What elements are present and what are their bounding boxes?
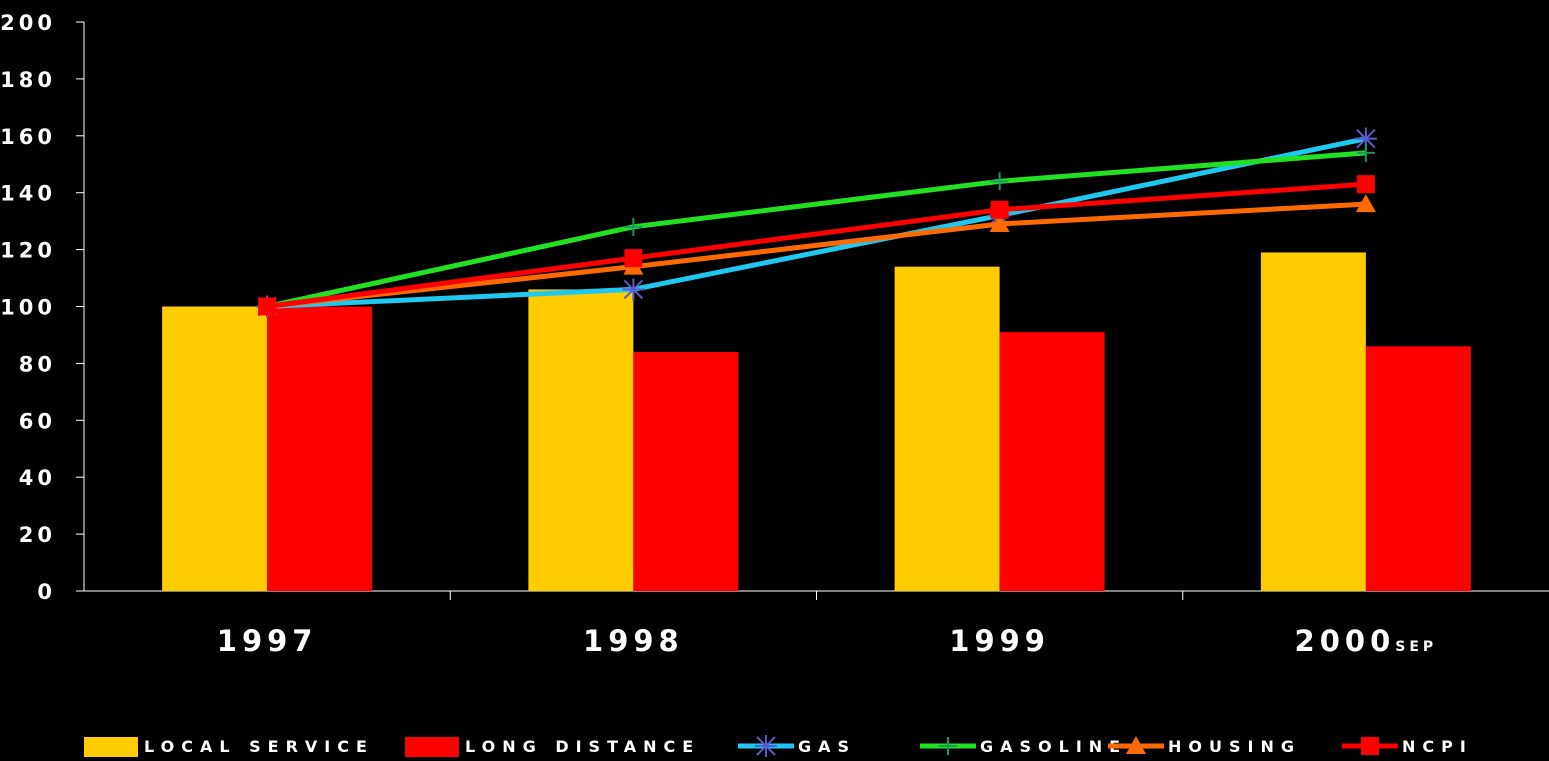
y-tick-label: 40 (19, 466, 56, 490)
y-tick-label: 100 (0, 296, 56, 320)
y-tick-label: 80 (19, 352, 56, 376)
legend-label: HOUSING (1168, 737, 1301, 756)
legend-item-housing: HOUSING (1108, 736, 1301, 756)
bar-long-distance (633, 352, 739, 591)
bar-long-distance (267, 306, 373, 591)
legend-marker (939, 737, 957, 755)
marker-gasoline (1356, 143, 1375, 162)
y-tick-label: 20 (19, 523, 56, 547)
x-tick-labels: 1997 1998 1999 2000SEP (217, 624, 1438, 658)
line-gas (267, 136, 1367, 309)
line-ncpi (266, 181, 1367, 309)
axes: 0 20 40 60 80 100 120 140 160 180 200 (0, 11, 1549, 604)
x-tick-label: 1997 (217, 624, 318, 658)
marker-ncpi (1356, 175, 1375, 194)
bar-long-distance (999, 332, 1105, 591)
marker-housing (989, 213, 1010, 232)
line-housing (266, 201, 1367, 309)
bar-local-service (528, 289, 634, 591)
x-tick-label: 2000SEP (1295, 624, 1438, 658)
y-tick-label: 180 (0, 68, 56, 92)
y-tick-label: 0 (37, 580, 56, 604)
legend: LOCAL SERVICE LONG DISTANCE GAS GASOLINE HOU… (84, 735, 1473, 757)
legend-label: GASOLINE (980, 737, 1127, 756)
legend-item-ncpi: NCPI (1342, 737, 1473, 756)
legend-label: NCPI (1402, 737, 1473, 756)
marker-ncpi (624, 249, 643, 268)
line-gasoline (266, 150, 1367, 309)
legend-item-local-service: LOCAL SERVICE (84, 737, 374, 757)
bars (162, 252, 1471, 591)
legend-marker (1126, 736, 1146, 754)
bar-local-service (894, 266, 1000, 591)
legend-item-long-distance: LONG DISTANCE (405, 737, 700, 757)
marker-ncpi (990, 200, 1009, 219)
marker-gasoline (624, 217, 643, 236)
legend-label: GAS (798, 737, 856, 756)
bar-local-service (162, 306, 268, 591)
y-tick-label: 120 (0, 239, 56, 263)
y-tick-label: 60 (19, 409, 56, 433)
marker-gasoline (990, 172, 1009, 191)
marker-gas (622, 278, 645, 301)
legend-swatch (405, 737, 459, 757)
y-tick-label: 200 (0, 11, 56, 35)
lines (256, 127, 1377, 318)
legend-item-gas: GAS (738, 735, 856, 757)
legend-marker (755, 735, 777, 757)
marker-ncpi (258, 297, 277, 316)
legend-item-gasoline: GASOLINE (920, 737, 1127, 756)
bar-long-distance (1365, 346, 1471, 591)
legend-label: LONG DISTANCE (465, 737, 700, 756)
y-tick-label: 140 (0, 182, 56, 206)
x-tick-label: 1998 (583, 624, 684, 658)
legend-label: LOCAL SERVICE (144, 737, 374, 756)
legend-marker (1361, 737, 1379, 755)
bar-local-service (1260, 252, 1366, 591)
legend-swatch (84, 737, 138, 757)
y-tick-label: 160 (0, 125, 56, 149)
marker-housing (1355, 194, 1376, 213)
x-tick-label: 1999 (949, 624, 1050, 658)
